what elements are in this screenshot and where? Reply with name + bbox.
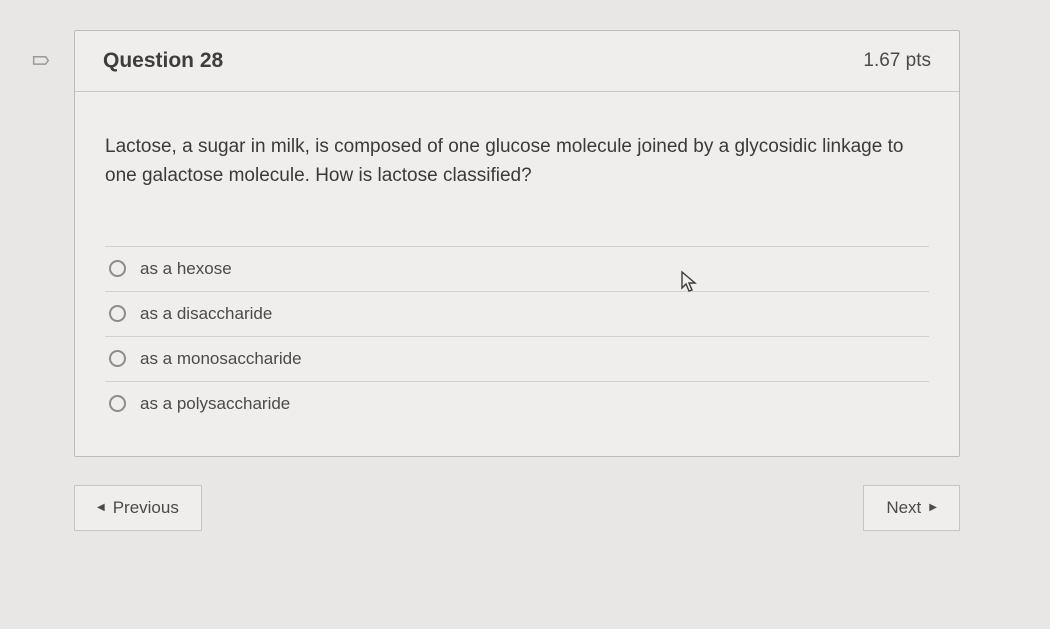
question-points: 1.67 pts (863, 50, 931, 72)
answer-option[interactable]: as a hexose (105, 246, 929, 291)
previous-button[interactable]: ◀ Previous (74, 485, 202, 531)
radio-icon (109, 260, 126, 277)
chevron-right-icon: ▶ (929, 503, 937, 513)
question-prompt: Lactose, a sugar in milk, is composed of… (105, 132, 929, 191)
question-title: Question 28 (103, 49, 223, 73)
navigation-row: ◀ Previous Next ▶ (74, 485, 960, 531)
answer-option[interactable]: as a disaccharide (105, 291, 929, 336)
quiz-page: Question 28 1.67 pts Lactose, a sugar in… (0, 0, 1050, 531)
option-label: as a monosaccharide (140, 349, 302, 369)
question-card: Question 28 1.67 pts Lactose, a sugar in… (74, 30, 960, 457)
answer-options: as a hexose as a disaccharide as a monos… (105, 246, 929, 426)
radio-icon (109, 305, 126, 322)
answer-option[interactable]: as a polysaccharide (105, 381, 929, 426)
question-row: Question 28 1.67 pts Lactose, a sugar in… (30, 30, 960, 531)
option-label: as a disaccharide (140, 304, 272, 324)
radio-icon (109, 350, 126, 367)
radio-icon (109, 395, 126, 412)
previous-label: Previous (113, 498, 179, 518)
question-header: Question 28 1.67 pts (75, 31, 959, 92)
answer-option[interactable]: as a monosaccharide (105, 336, 929, 381)
option-label: as a hexose (140, 259, 232, 279)
chevron-left-icon: ◀ (97, 503, 105, 513)
question-body: Lactose, a sugar in milk, is composed of… (75, 92, 959, 456)
next-button[interactable]: Next ▶ (863, 485, 960, 531)
question-column: Question 28 1.67 pts Lactose, a sugar in… (74, 30, 960, 531)
flag-question-icon[interactable] (30, 54, 52, 76)
option-label: as a polysaccharide (140, 394, 290, 414)
next-label: Next (886, 498, 921, 518)
